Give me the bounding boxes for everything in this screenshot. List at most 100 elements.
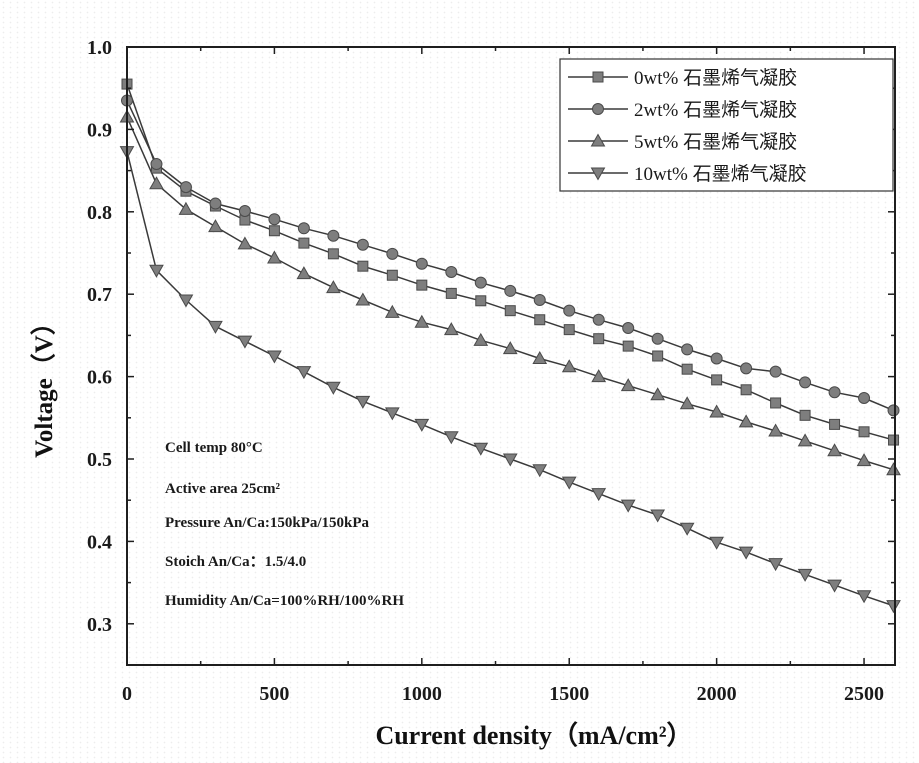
x-tick-label: 2000 bbox=[697, 683, 737, 705]
legend: 0wt% 石墨烯气凝胶 2wt% 石墨烯气凝胶 5wt% 石墨烯气凝胶 10wt… bbox=[559, 58, 894, 192]
legend-item-5wt: 5wt% 石墨烯气凝胶 bbox=[568, 131, 797, 153]
marker-0wt-square bbox=[534, 314, 546, 326]
marker-5wt-triangle-up bbox=[384, 304, 400, 318]
legend-box bbox=[559, 58, 894, 192]
marker-5wt-triangle-up bbox=[709, 404, 724, 418]
marker-0wt-square bbox=[858, 426, 870, 438]
marker-10wt-triangle-down bbox=[856, 590, 872, 604]
marker-5wt-triangle-up bbox=[591, 369, 607, 383]
marker-10wt-triangle-down bbox=[208, 320, 223, 334]
marker-0wt-square bbox=[445, 287, 457, 299]
marker-5wt-triangle-up bbox=[856, 453, 872, 467]
marker-10wt-triangle-down bbox=[561, 476, 577, 490]
marker-0wt-square bbox=[681, 363, 693, 375]
legend-item-10wt: 10wt% 石墨烯气凝胶 bbox=[568, 163, 807, 185]
marker-10wt-triangle-down bbox=[620, 499, 636, 513]
y-tick-label: 0.7 bbox=[87, 284, 112, 306]
marker-10wt-triangle-down bbox=[296, 366, 312, 380]
marker-5wt-triangle-up bbox=[620, 378, 636, 392]
annotation-active-area: Active area 25cm² bbox=[165, 481, 281, 497]
marker-10wt-triangle-down bbox=[237, 335, 253, 349]
marker-2wt-circle bbox=[858, 392, 871, 405]
marker-2wt-circle bbox=[209, 197, 222, 210]
marker-0wt-square bbox=[888, 434, 900, 446]
marker-2wt-circle bbox=[268, 213, 281, 226]
y-tick-label: 0.4 bbox=[87, 531, 112, 553]
marker-5wt-triangle-up bbox=[886, 462, 901, 476]
legend-item-0wt: 0wt% 石墨烯气凝胶 bbox=[568, 67, 797, 89]
x-tick-label: 1000 bbox=[402, 683, 442, 705]
series-layer bbox=[119, 78, 901, 614]
marker-0wt-square bbox=[327, 248, 339, 260]
marker-5wt-triangle-up bbox=[768, 423, 783, 437]
markers-0wt bbox=[121, 78, 900, 446]
marker-2wt-circle bbox=[445, 265, 458, 278]
markers-2wt bbox=[121, 94, 900, 417]
marker-2wt-circle bbox=[740, 362, 753, 375]
annotation-humidity: Humidity An/Ca=100%RH/100%RH bbox=[165, 593, 404, 609]
marker-2wt-circle bbox=[769, 365, 782, 378]
marker-0wt-square bbox=[652, 350, 664, 362]
marker-10wt-triangle-down bbox=[532, 464, 548, 478]
marker-5wt-triangle-up bbox=[532, 350, 548, 364]
marker-10wt-triangle-down bbox=[768, 558, 783, 572]
marker-10wt-triangle-down bbox=[886, 600, 901, 614]
y-tick-label: 0.5 bbox=[87, 449, 112, 471]
marker-10wt-triangle-down bbox=[827, 579, 842, 593]
marker-2wt-circle bbox=[622, 321, 635, 334]
marker-5wt-triangle-up bbox=[473, 332, 489, 346]
marker-5wt-triangle-up bbox=[561, 359, 577, 373]
legend-marker-triangle-up bbox=[590, 133, 606, 147]
marker-0wt-square bbox=[357, 260, 369, 272]
y-axis-label: Voltage（V） bbox=[29, 310, 58, 458]
marker-2wt-circle bbox=[533, 293, 546, 306]
marker-5wt-triangle-up bbox=[679, 396, 695, 410]
marker-5wt-triangle-up bbox=[178, 201, 194, 215]
marker-0wt-square bbox=[770, 397, 782, 409]
legend-label-5wt: 5wt% 石墨烯气凝胶 bbox=[634, 131, 797, 153]
marker-2wt-circle bbox=[474, 276, 487, 289]
marker-5wt-triangle-up bbox=[738, 414, 754, 428]
marker-2wt-circle bbox=[504, 284, 517, 297]
x-tick-label: 1500 bbox=[549, 683, 589, 705]
marker-5wt-triangle-up bbox=[355, 292, 371, 306]
legend-label-10wt: 10wt% 石墨烯气凝胶 bbox=[634, 163, 807, 185]
marker-10wt-triangle-down bbox=[679, 522, 695, 536]
y-tick-label: 0.3 bbox=[87, 614, 112, 636]
annotation-stoich: Stoich An/Ca：1.5/4.0 bbox=[165, 554, 306, 570]
annotation-cell-temp: Cell temp 80°C bbox=[165, 440, 263, 456]
marker-2wt-circle bbox=[238, 204, 251, 217]
marker-10wt-triangle-down bbox=[709, 536, 724, 550]
marker-2wt-circle bbox=[356, 238, 369, 251]
marker-5wt-triangle-up bbox=[296, 266, 312, 280]
marker-2wt-circle bbox=[386, 247, 399, 260]
marker-0wt-square bbox=[563, 324, 575, 336]
y-tick-label: 0.6 bbox=[87, 367, 112, 389]
marker-10wt-triangle-down bbox=[738, 546, 754, 560]
legend-marker-triangle-down bbox=[590, 167, 606, 181]
marker-5wt-triangle-up bbox=[237, 236, 253, 250]
marker-10wt-triangle-down bbox=[149, 264, 164, 278]
y-tick-label: 0.8 bbox=[87, 202, 112, 224]
marker-2wt-circle bbox=[592, 313, 605, 326]
marker-5wt-triangle-up bbox=[149, 176, 164, 190]
marker-5wt-triangle-up bbox=[650, 387, 666, 401]
marker-10wt-triangle-down bbox=[414, 418, 430, 432]
marker-2wt-circle bbox=[710, 352, 723, 365]
marker-5wt-triangle-up bbox=[208, 219, 223, 233]
x-tick-label: 0 bbox=[122, 683, 132, 705]
marker-10wt-triangle-down bbox=[443, 431, 459, 445]
marker-0wt-square bbox=[740, 384, 752, 396]
legend-label-0wt: 0wt% 石墨烯气凝胶 bbox=[634, 67, 797, 89]
marker-5wt-triangle-up bbox=[414, 314, 430, 328]
marker-5wt-triangle-up bbox=[827, 443, 842, 457]
marker-5wt-triangle-up bbox=[326, 280, 341, 294]
marker-5wt-triangle-up bbox=[502, 341, 518, 355]
legend-marker-circle bbox=[592, 103, 604, 115]
marker-10wt-triangle-down bbox=[650, 509, 666, 523]
markers-10wt bbox=[119, 146, 901, 614]
marker-10wt-triangle-down bbox=[355, 395, 371, 409]
marker-10wt-triangle-down bbox=[178, 294, 194, 308]
